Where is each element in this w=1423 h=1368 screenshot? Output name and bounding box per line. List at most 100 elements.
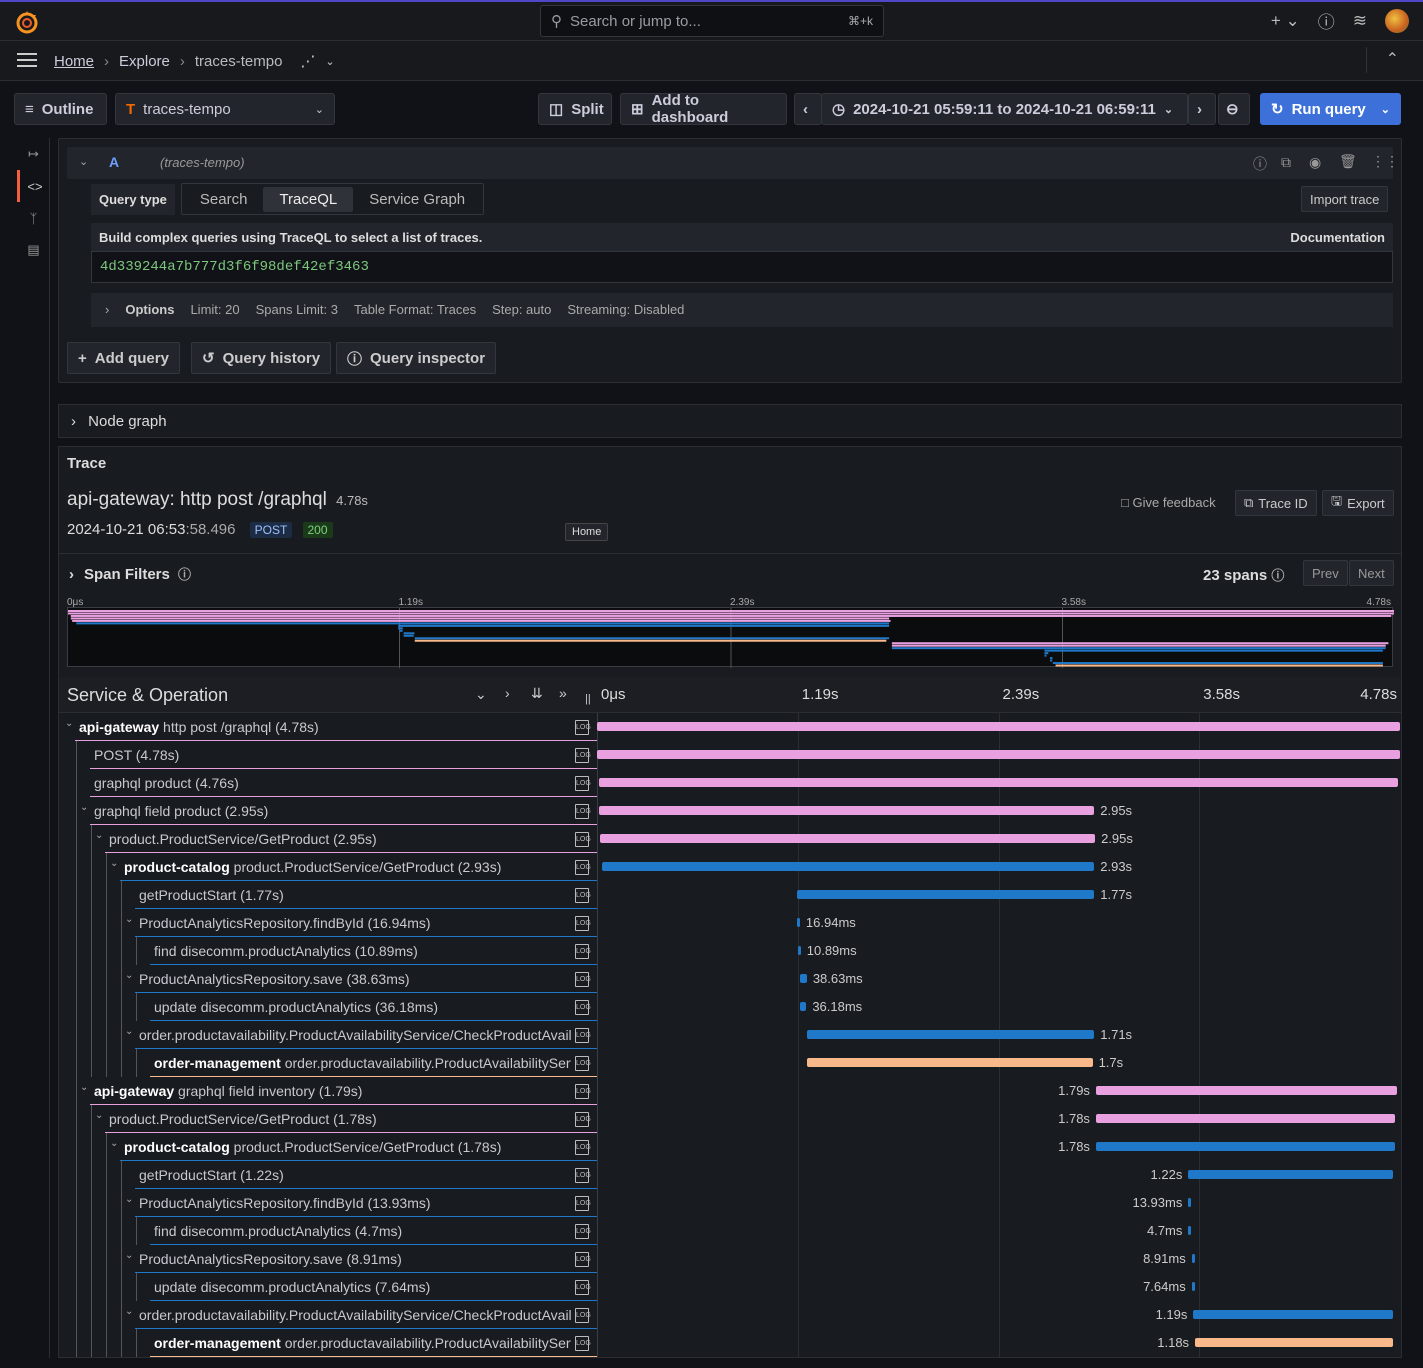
span-bar[interactable]: [806, 1030, 1095, 1039]
span-bar[interactable]: [602, 862, 1095, 871]
span-logs-icon[interactable]: LOG: [575, 804, 591, 819]
chevron-down-icon[interactable]: ⌄: [80, 802, 89, 813]
chevron-down-icon[interactable]: ⌄: [125, 1026, 134, 1037]
span-name[interactable]: update disecomm.productAnalytics (7.64ms…: [154, 1273, 571, 1301]
span-name[interactable]: ProductAnalyticsRepository.save (38.63ms…: [139, 965, 571, 993]
span-row[interactable]: ⌄ api-gateway graphql field inventory (1.…: [59, 1077, 1401, 1105]
give-feedback-link[interactable]: □ Give feedback: [1121, 495, 1216, 510]
span-bar[interactable]: [599, 834, 1096, 843]
datasource-picker[interactable]: T traces-tempo ⌄: [115, 93, 335, 125]
span-name[interactable]: graphql field product (2.95s): [94, 797, 571, 825]
search-input[interactable]: ⚲ Search or jump to... ⌘+k: [540, 5, 884, 37]
chevron-down-icon[interactable]: ⌄: [125, 1194, 134, 1205]
span-logs-icon[interactable]: LOG: [575, 1140, 591, 1155]
span-name[interactable]: ProductAnalyticsRepository.findById (16.…: [139, 909, 571, 937]
span-name[interactable]: order-management order.productavailabili…: [154, 1329, 571, 1357]
span-row[interactable]: ⌄ order.productavailability.ProductAvaila…: [59, 1021, 1401, 1049]
span-name[interactable]: product.ProductService/GetProduct (1.78s…: [109, 1105, 571, 1133]
span-name[interactable]: product-catalog product.ProductService/G…: [124, 853, 571, 881]
span-row[interactable]: ⌄ graphql field product (2.95s) LOG 2.95s: [59, 797, 1401, 825]
outline-button[interactable]: ≡ Outline: [14, 93, 107, 125]
span-row[interactable]: ⌄ product-catalog product.ProductService/…: [59, 1133, 1401, 1161]
span-logs-icon[interactable]: LOG: [575, 1112, 591, 1127]
queries-code-icon[interactable]: <>: [17, 170, 50, 202]
span-logs-icon[interactable]: LOG: [575, 1000, 591, 1015]
span-logs-icon[interactable]: LOG: [575, 720, 591, 735]
menu-icon[interactable]: [17, 53, 37, 67]
collapse-one-icon[interactable]: ⌄: [475, 686, 487, 702]
span-logs-icon[interactable]: LOG: [575, 1196, 591, 1211]
span-logs-icon[interactable]: LOG: [575, 832, 591, 847]
span-bar[interactable]: [796, 918, 800, 927]
span-logs-icon[interactable]: LOG: [575, 1224, 591, 1239]
span-name[interactable]: ProductAnalyticsRepository.save (8.91ms): [139, 1245, 571, 1273]
span-name[interactable]: find disecomm.productAnalytics (10.89ms): [154, 937, 571, 965]
span-row[interactable]: ⌄ order.productavailability.ProductAvaila…: [59, 1301, 1401, 1329]
span-name[interactable]: POST (4.78s): [94, 741, 571, 769]
span-logs-icon[interactable]: LOG: [575, 860, 591, 875]
share-icon[interactable]: ⋰: [300, 53, 316, 70]
node-graph-section[interactable]: › Node graph: [58, 404, 1402, 438]
span-row[interactable]: ⌄ ProductAnalyticsRepository.findById (16…: [59, 909, 1401, 937]
duplicate-icon[interactable]: ⧉: [1281, 154, 1291, 170]
span-row[interactable]: graphql product (4.76s) LOG: [59, 769, 1401, 797]
span-name[interactable]: order.productavailability.ProductAvailab…: [139, 1301, 571, 1329]
span-row[interactable]: update disecomm.productAnalytics (7.64ms…: [59, 1273, 1401, 1301]
grafana-logo-icon[interactable]: [14, 9, 40, 35]
expand-all-icon[interactable]: »: [559, 685, 567, 701]
span-name[interactable]: order-management order.productavailabili…: [154, 1049, 571, 1077]
document-icon[interactable]: ▤: [27, 242, 40, 257]
span-bar[interactable]: [806, 1058, 1093, 1067]
span-logs-icon[interactable]: LOG: [575, 1308, 591, 1323]
span-bar[interactable]: [1095, 1114, 1395, 1123]
span-logs-icon[interactable]: LOG: [575, 1084, 591, 1099]
span-bar[interactable]: [1095, 1142, 1395, 1151]
span-logs-icon[interactable]: LOG: [575, 888, 591, 903]
chevron-down-icon[interactable]: ⌄: [95, 1110, 104, 1121]
span-name[interactable]: product.ProductService/GetProduct (2.95s…: [109, 825, 571, 853]
chevron-down-icon[interactable]: ⌄: [125, 970, 134, 981]
span-logs-icon[interactable]: LOG: [575, 776, 591, 791]
chevron-down-icon[interactable]: ⌄: [325, 55, 335, 68]
span-row[interactable]: order-management order.productavailabili…: [59, 1329, 1401, 1357]
span-bar[interactable]: [800, 974, 807, 983]
span-name[interactable]: update disecomm.productAnalytics (36.18m…: [154, 993, 571, 1021]
span-bar[interactable]: [598, 778, 1399, 787]
help-icon[interactable]: ⓘ: [1317, 13, 1335, 32]
span-bar[interactable]: [1193, 1310, 1394, 1319]
split-button[interactable]: ◫ Split: [538, 93, 612, 125]
trash-icon[interactable]: 🗑: [1339, 153, 1357, 169]
span-row[interactable]: ⌄ ProductAnalyticsRepository.save (8.91ms…: [59, 1245, 1401, 1273]
time-forward-button[interactable]: ›: [1188, 93, 1216, 125]
chevron-down-icon[interactable]: ⌄: [79, 156, 89, 168]
span-bar[interactable]: [1188, 1170, 1394, 1179]
span-logs-icon[interactable]: LOG: [575, 1056, 591, 1071]
span-bar[interactable]: [597, 722, 1400, 731]
user-avatar[interactable]: [1385, 8, 1409, 33]
query-type-search[interactable]: Search: [199, 190, 248, 208]
span-name[interactable]: find disecomm.productAnalytics (4.7ms): [154, 1217, 571, 1245]
span-logs-icon[interactable]: LOG: [575, 1280, 591, 1295]
import-trace-button[interactable]: Import trace: [1301, 186, 1389, 212]
breadcrumb-explore[interactable]: Explore: [119, 52, 170, 70]
chevron-down-icon[interactable]: ⌄: [95, 830, 104, 841]
add-to-dashboard-button[interactable]: ⊞ Add to dashboard: [620, 92, 787, 126]
span-bar[interactable]: [796, 890, 1095, 899]
documentation-link[interactable]: Documentation: [1290, 230, 1385, 245]
chevron-down-icon[interactable]: ⌄: [125, 914, 134, 925]
chevron-down-icon[interactable]: ⌄: [110, 1138, 119, 1149]
span-filters-toggle[interactable]: › Span Filters ⓘ: [69, 564, 191, 583]
add-new-icon[interactable]: + ⌄: [1270, 10, 1300, 30]
query-ref-id[interactable]: A: [109, 154, 120, 170]
news-feed-icon[interactable]: ≋: [1352, 10, 1367, 30]
column-resizer-icon[interactable]: ||: [585, 693, 591, 705]
add-query-button[interactable]: + Add query: [67, 342, 180, 374]
span-row[interactable]: getProductStart (1.77s) LOG 1.77s: [59, 881, 1401, 909]
span-row[interactable]: POST (4.78s) LOG: [59, 741, 1401, 769]
query-options[interactable]: › Options Limit: 20 Spans Limit: 3 Table…: [91, 293, 1393, 327]
next-button[interactable]: Next: [1349, 560, 1394, 586]
time-range-picker[interactable]: ◷ 2024-10-21 05:59:11 to 2024-10-21 06:5…: [821, 93, 1188, 125]
query-type-traceql[interactable]: TraceQL: [263, 186, 354, 212]
span-bar[interactable]: [1191, 1254, 1195, 1263]
expand-outline-icon[interactable]: ↦: [28, 146, 39, 161]
